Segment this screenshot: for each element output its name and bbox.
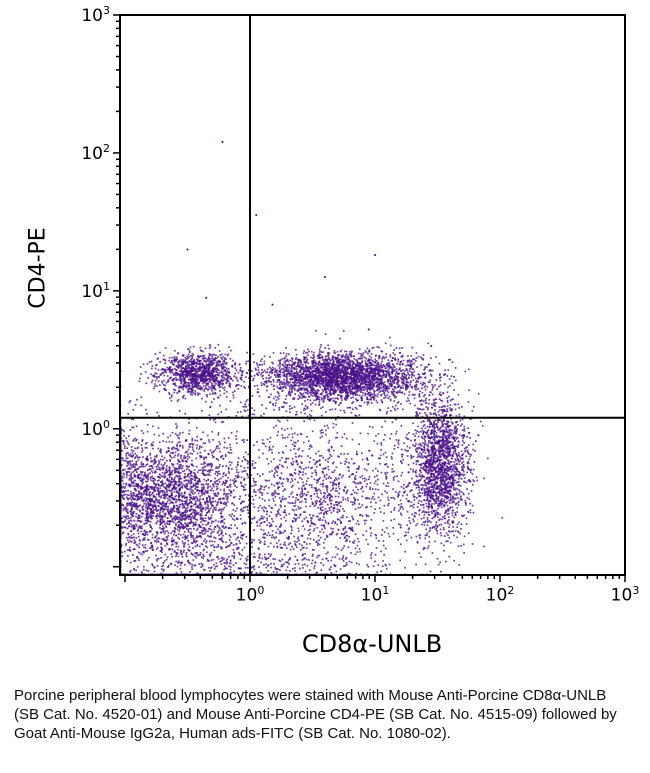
x-axis-tick-label: 100 [235, 584, 265, 606]
x-axis-title: CD8α-UNLB [301, 630, 443, 658]
y-axis-tick-label: 102 [81, 142, 110, 164]
y-axis-tick-label: 103 [81, 4, 110, 26]
dot-plot-canvas [0, 0, 650, 600]
x-axis-tick-label: 102 [485, 584, 515, 606]
x-axis-tick-label: 103 [610, 584, 640, 606]
x-axis-tick-label: 101 [360, 584, 390, 606]
y-axis-tick-label: 101 [81, 280, 110, 302]
y-axis-title: CD4-PE [25, 227, 51, 309]
figure-caption: Porcine peripheral blood lymphocytes wer… [14, 687, 617, 743]
y-axis-tick-label: 100 [81, 417, 110, 440]
